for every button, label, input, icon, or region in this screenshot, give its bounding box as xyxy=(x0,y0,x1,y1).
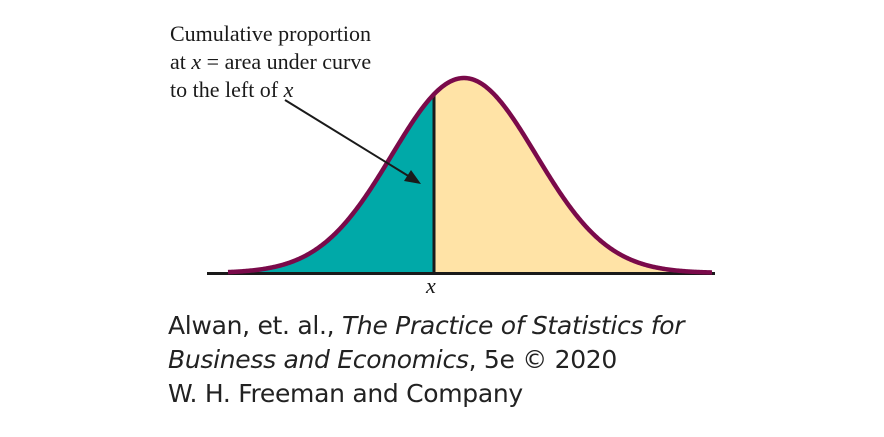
annotation-arrow-head xyxy=(404,170,421,184)
annotation-line-1: Cumulative proportion xyxy=(170,21,372,46)
normal-curve xyxy=(226,75,714,275)
annotation-line-3: to the left of x xyxy=(170,77,294,102)
credit-line-1: Alwan, et. al., The Practice of Statisti… xyxy=(168,311,685,340)
x-axis-marker-label: x xyxy=(426,273,436,298)
left-area-cumulative xyxy=(228,94,434,274)
credit-line-2: Business and Economics, 5e © 2020 xyxy=(168,345,618,374)
source-credit: Alwan, et. al., The Practice of Statisti… xyxy=(168,309,685,411)
cumulative-proportion-annotation: Cumulative proportion at x = area under … xyxy=(170,20,371,104)
annotation-line-2: at x = area under curve xyxy=(170,49,372,74)
credit-line-3: W. H. Freeman and Company xyxy=(168,379,523,408)
right-area xyxy=(434,78,712,273)
annotation-arrow-shaft xyxy=(284,99,411,178)
